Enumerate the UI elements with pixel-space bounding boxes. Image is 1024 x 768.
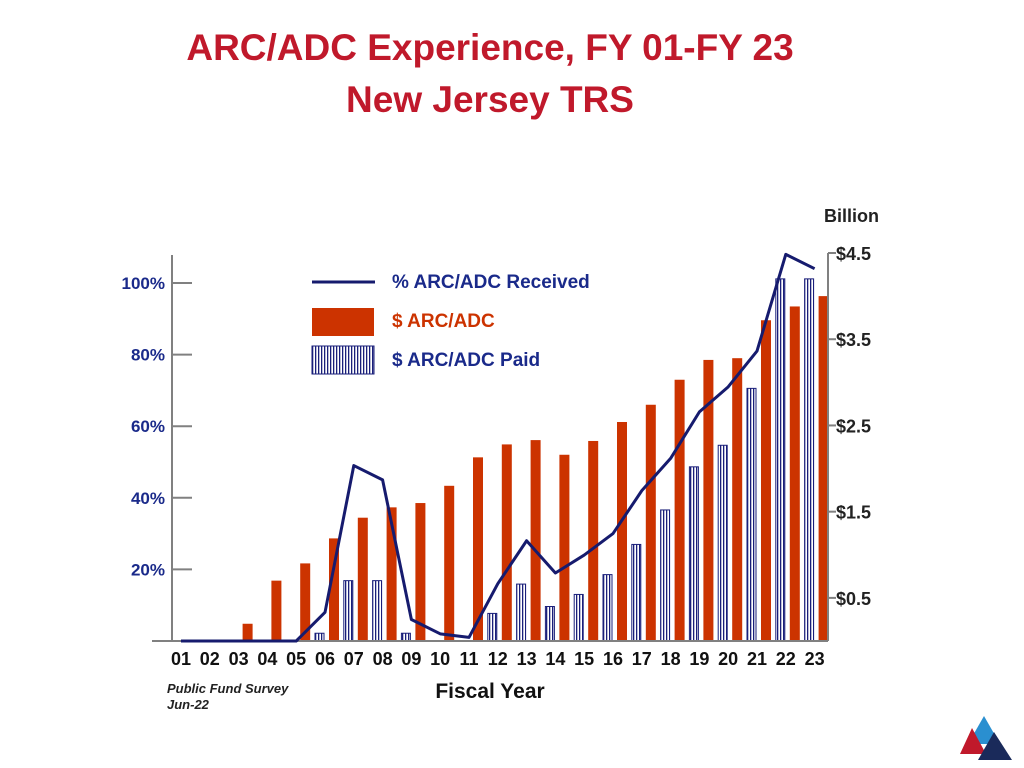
arc-bar-09 (415, 503, 426, 641)
x-tick-label: 03 (229, 649, 249, 669)
legend-paid-swatch (311, 345, 375, 375)
paid-bar-07 (343, 580, 354, 642)
paid-bar-21 (746, 387, 757, 642)
arc-bar-16 (617, 421, 627, 641)
arc-bar-22 (789, 306, 800, 641)
x-tick-label: 07 (344, 649, 364, 669)
arc-bar-04 (271, 580, 282, 641)
legend: % ARC/ADC Received $ ARC/ADC $ ARC/ADC P… (311, 272, 590, 375)
arc-bar-13 (530, 440, 541, 641)
right-tick-label: $0.5 (836, 589, 871, 609)
arc-bars-group (242, 296, 829, 641)
x-tick-label: 05 (286, 649, 306, 669)
arc-bar-05 (300, 563, 311, 641)
arc-bar-06 (329, 538, 339, 641)
paid-bar-20 (717, 444, 728, 642)
right-tick-label: $2.5 (836, 416, 871, 436)
x-tick-label: 01 (171, 649, 191, 669)
arc-bar-12 (501, 444, 512, 641)
x-tick-label: 13 (517, 649, 537, 669)
right-tick-label: $4.5 (836, 244, 871, 264)
paid-bar-13 (516, 583, 527, 642)
x-tick-label: 14 (545, 649, 565, 669)
x-tick-label: 23 (805, 649, 825, 669)
arc-bar-15 (588, 440, 599, 641)
legend-label-arc: $ ARC/ADC (392, 311, 495, 332)
x-axis-title: Fiscal Year (435, 680, 544, 703)
paid-bar-09 (400, 632, 411, 642)
x-tick-label: 15 (574, 649, 594, 669)
source-line-2: Jun-22 (167, 697, 209, 712)
paid-bar-22 (775, 278, 786, 642)
legend-label-received: % ARC/ADC Received (392, 272, 590, 293)
paid-bar-19 (688, 466, 699, 642)
source-line-1: Public Fund Survey (167, 681, 289, 696)
left-tick-label: 20% (131, 560, 165, 579)
arc-bar-03 (242, 623, 253, 641)
x-tick-label: 02 (200, 649, 220, 669)
x-tick-label: 11 (459, 649, 478, 669)
paid-bar-16 (602, 574, 613, 642)
arc-bar-23 (818, 296, 829, 641)
left-tick-label: 60% (131, 417, 165, 436)
arc-bar-11 (473, 457, 483, 641)
arc-bar-20 (732, 358, 743, 641)
x-tick-label: 17 (632, 649, 652, 669)
x-tick-label: 21 (747, 649, 767, 669)
left-tick-label: 40% (131, 489, 165, 508)
title-line-2: New Jersey TRS (346, 79, 634, 120)
paid-bar-14 (544, 606, 555, 642)
arc-bar-07 (357, 517, 368, 641)
arc-bar-18 (674, 379, 685, 641)
legend-label-paid: $ ARC/ADC Paid (392, 350, 540, 371)
paid-bar-23 (804, 278, 815, 642)
x-tick-label: 04 (257, 649, 277, 669)
slide-title: ARC/ADC Experience, FY 01-FY 23 New Jers… (0, 22, 980, 126)
line-layer (181, 252, 816, 643)
x-tick-label: 20 (718, 649, 738, 669)
x-tick-label: 06 (315, 649, 335, 669)
received-percent-line (181, 252, 816, 643)
paid-bar-08 (372, 580, 383, 642)
arc-bar-21 (761, 320, 771, 641)
paid-bar-15 (573, 593, 584, 642)
x-tick-label: 08 (373, 649, 393, 669)
arc-bar-17 (645, 404, 656, 641)
left-tick-label: 80% (131, 346, 165, 365)
paid-bar-17 (631, 543, 642, 642)
legend-arc-swatch (312, 308, 374, 336)
organization-logo (960, 716, 1012, 760)
arc-bar-10 (444, 485, 455, 641)
right-tick-label: $1.5 (836, 503, 871, 523)
arc-bar-19 (703, 359, 714, 641)
paid-bar-18 (660, 509, 671, 642)
x-tick-label: 10 (430, 649, 450, 669)
x-tick-label: 19 (689, 649, 709, 669)
arc-bar-14 (559, 454, 570, 641)
x-tick-label: 18 (661, 649, 681, 669)
paid-bar-12 (487, 612, 498, 642)
arc-bar-08 (386, 507, 397, 641)
right-tick-label: $3.5 (836, 330, 871, 350)
x-tick-label: 12 (488, 649, 508, 669)
x-tick-label: 09 (401, 649, 421, 669)
paid-bar-06 (314, 632, 325, 642)
left-tick-label: 100% (122, 274, 165, 293)
title-line-1: ARC/ADC Experience, FY 01-FY 23 (186, 27, 794, 68)
x-tick-label: 22 (776, 649, 796, 669)
source-note: Public Fund Survey Jun-22 (167, 681, 288, 713)
x-tick-label: 16 (603, 649, 623, 669)
right-axis-unit: Billion (824, 206, 879, 226)
axes-group: 20% 40% 60% 80% 100% $0.5 $1.5 $2.5 $3.5 $4.5 01 02… (122, 244, 872, 669)
